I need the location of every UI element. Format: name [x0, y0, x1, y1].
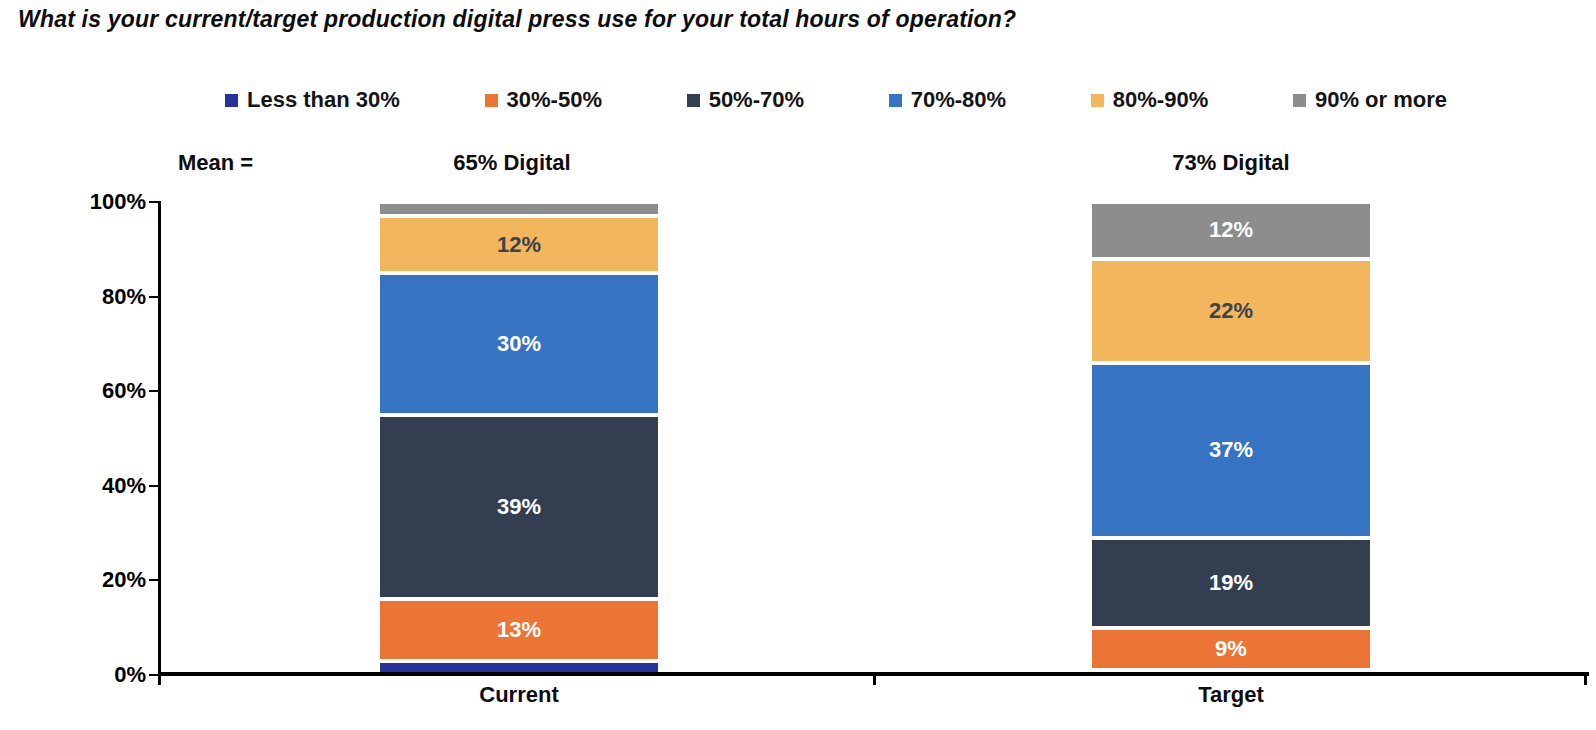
data-label: 22% [1209, 298, 1253, 324]
data-label: 12% [497, 232, 541, 258]
y-axis-tick-label: 20% [54, 569, 146, 591]
stacked-bar-target: 9% 19% 37% 22% 12% [1090, 0, 1372, 675]
bar-segment: 30% [378, 273, 660, 415]
y-axis-tick-label: 40% [54, 475, 146, 497]
y-axis-tick-label: 0% [54, 664, 146, 686]
legend-label: 50%-70% [709, 87, 804, 113]
bar-segment: 9% [1090, 628, 1372, 671]
bar-segment: 37% [1090, 363, 1372, 538]
data-label: 12% [1209, 217, 1253, 243]
legend-item-1: Less than 30% [225, 87, 400, 113]
bar-segment [378, 202, 660, 216]
legend-item-4: 70%-80% [889, 87, 1006, 113]
legend-swatch-icon [889, 94, 902, 107]
stacked-bar-current: 13% 39% 30% 12% [378, 0, 660, 675]
mean-prefix-label: Mean = [178, 150, 253, 176]
x-axis-tick-mark [1584, 676, 1587, 685]
data-label: 30% [497, 331, 541, 357]
data-label: 19% [1209, 570, 1253, 596]
legend-label: Less than 30% [247, 87, 400, 113]
legend-swatch-icon [687, 94, 700, 107]
x-axis-tick-mark [158, 676, 161, 685]
data-label: 39% [497, 494, 541, 520]
bar-segment: 22% [1090, 259, 1372, 363]
legend-swatch-icon [225, 94, 238, 107]
y-axis-tick-label: 100% [54, 191, 146, 213]
bar-segment: 13% [378, 599, 660, 660]
y-axis-tick-label: 60% [54, 380, 146, 402]
bar-segment: 12% [1090, 202, 1372, 259]
data-label: 13% [497, 617, 541, 643]
bar-segment: 12% [378, 216, 660, 273]
chart-page: What is your current/target production d… [0, 0, 1596, 730]
category-label-target: Target [1090, 682, 1372, 708]
data-label: 9% [1215, 636, 1247, 662]
bar-segment: 39% [378, 415, 660, 599]
legend-label: 70%-80% [911, 87, 1006, 113]
data-label: 37% [1209, 437, 1253, 463]
bar-segment: 19% [1090, 538, 1372, 628]
y-axis-tick-label: 80% [54, 286, 146, 308]
x-axis-tick-mark [873, 676, 876, 685]
legend-item-3: 50%-70% [687, 87, 804, 113]
y-axis-line [158, 202, 161, 676]
category-label-current: Current [378, 682, 660, 708]
